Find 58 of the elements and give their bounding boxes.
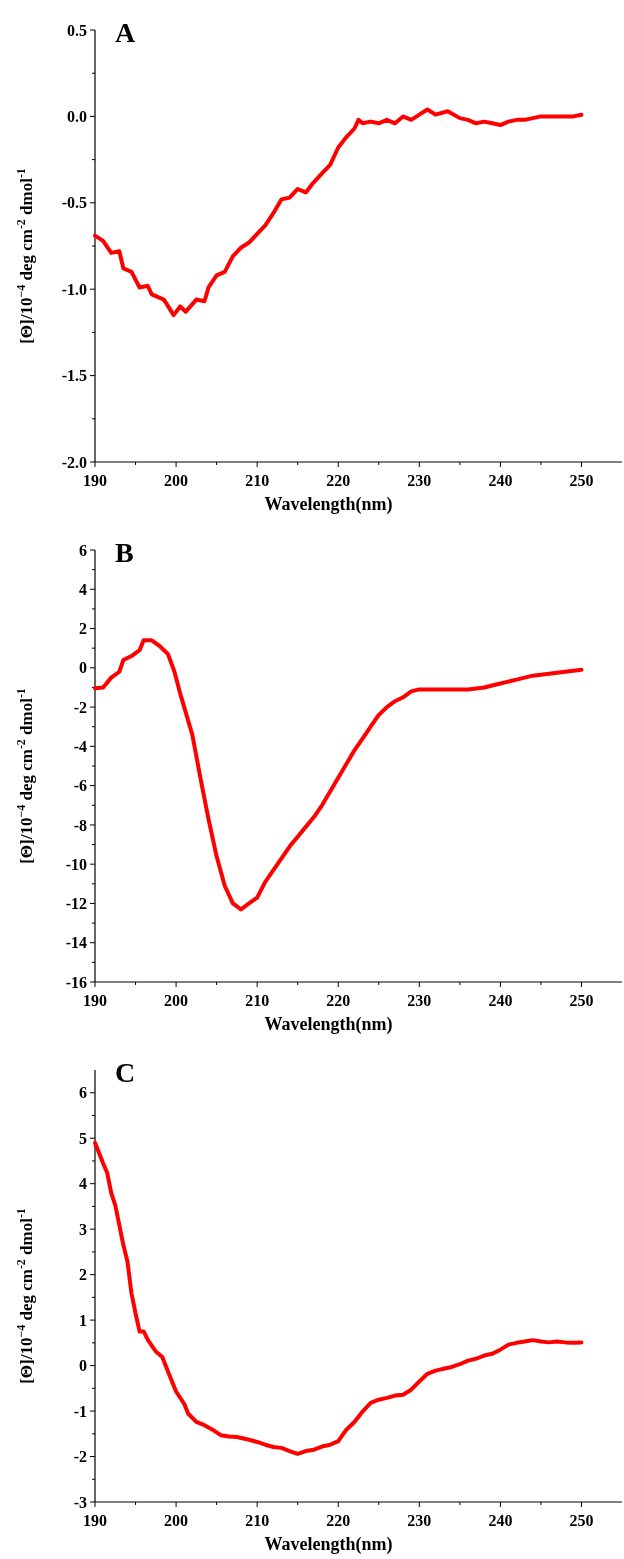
x-tick-label: 220 <box>326 472 351 489</box>
x-tick-label: 240 <box>488 472 513 489</box>
y-tick-label: -1 <box>73 1402 87 1420</box>
x-tick-label: 230 <box>407 992 432 1009</box>
y-tick-label: 2 <box>79 1266 87 1284</box>
x-tick-label: 190 <box>83 992 107 1009</box>
line-series <box>93 107 584 318</box>
chart-title: B <box>115 537 134 568</box>
y-tick-label: -1.5 <box>61 367 87 385</box>
x-tick-label: 240 <box>488 992 513 1009</box>
y-tick-label: -16 <box>65 973 87 991</box>
y-tick-label: 4 <box>79 580 87 598</box>
y-tick-label: -8 <box>73 816 87 834</box>
x-tick-label: 210 <box>245 472 270 489</box>
x-tick-label: 250 <box>569 1512 594 1529</box>
y-tick-label: 5 <box>79 1129 87 1147</box>
x-tick-label: 240 <box>488 1512 513 1529</box>
y-tick-label: -3 <box>73 1493 87 1511</box>
y-tick-label: -2 <box>73 1448 87 1466</box>
y-tick-label: -12 <box>65 895 87 913</box>
chart-title: C <box>115 1057 136 1088</box>
x-tick-label: 200 <box>164 992 189 1009</box>
line-series <box>93 638 584 912</box>
y-tick-label: 4 <box>79 1175 87 1193</box>
x-tick-label: 210 <box>245 992 270 1009</box>
y-tick-label: -2 <box>73 698 87 716</box>
y-tick-label: 6 <box>79 541 87 559</box>
y-tick-label: -2.0 <box>61 453 87 471</box>
y-tick-label: -4 <box>73 737 87 755</box>
x-tick-label: 200 <box>164 1512 189 1529</box>
x-tick-label: 250 <box>569 992 594 1009</box>
y-tick-label: 3 <box>79 1220 87 1238</box>
x-tick-label: 220 <box>326 1512 351 1529</box>
x-tick-label: 220 <box>326 992 351 1009</box>
y-tick-label: 0 <box>79 1357 87 1375</box>
x-axis-title: Wavelength(nm) <box>264 494 393 515</box>
y-tick-label: 1 <box>79 1311 87 1329</box>
y-tick-label: 0 <box>79 659 87 677</box>
y-tick-label: 0.0 <box>67 108 87 125</box>
x-tick-label: 230 <box>407 472 432 489</box>
x-tick-label: 230 <box>407 1512 432 1529</box>
x-axis-title: Wavelength(nm) <box>264 1014 393 1035</box>
x-tick-label: 200 <box>164 472 189 489</box>
y-tick-label: -14 <box>65 934 87 952</box>
y-tick-label: -6 <box>73 777 87 795</box>
x-tick-label: 250 <box>569 472 594 489</box>
x-axis-title: Wavelength(nm) <box>264 1534 393 1555</box>
x-tick-label: 210 <box>245 1512 270 1529</box>
x-tick-label: 190 <box>83 472 107 489</box>
y-tick-label: 6 <box>79 1084 87 1102</box>
y-tick-label: -1.0 <box>61 280 87 298</box>
line-series <box>93 1140 584 1456</box>
y-tick-label: -0.5 <box>61 194 87 212</box>
chart-title: A <box>115 17 136 48</box>
y-tick-label: -10 <box>65 855 87 873</box>
x-tick-label: 190 <box>83 1512 107 1529</box>
y-tick-label: 0.5 <box>67 21 87 39</box>
y-tick-label: 2 <box>79 620 87 638</box>
